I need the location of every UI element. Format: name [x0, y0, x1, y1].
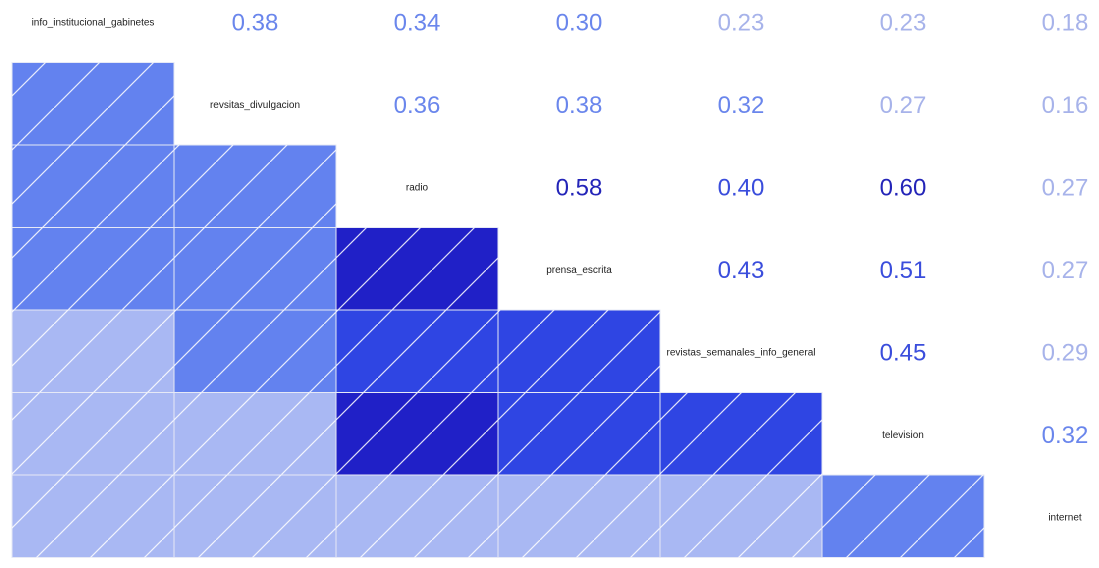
correlation-tile-television-prensa_escrita: [497, 392, 661, 476]
correlation-tile-internet-television: [821, 474, 985, 558]
variable-label-radio: radio: [406, 182, 429, 193]
variable-label-television: television: [882, 430, 924, 441]
correlation-value-prensa_escrita-revistas_semanales_info_general: 0.43: [718, 257, 765, 284]
upper-triangle-values: 0.38 0.34 0.30 0.23 0.23 0.18 0.36 0.38 0.32 0.27…: [232, 9, 1089, 449]
correlation-tile-revistas_semanales_info_general-prensa_escrita: [497, 309, 661, 393]
correlation-value-info_institucional_gabinetes-revsitas_divulgacion: 0.38: [232, 9, 279, 36]
correlation-tile-revsitas_divulgacion-info_institucional_gabinetes: [11, 62, 175, 146]
correlation-value-info_institucional_gabinetes-internet: 0.18: [1042, 9, 1089, 36]
correlation-tile-prensa_escrita-info_institucional_gabinetes: [11, 227, 175, 311]
correlation-tile-radio-info_institucional_gabinetes: [11, 144, 175, 228]
correlation-tile-internet-revsitas_divulgacion: [173, 474, 337, 558]
correlation-value-television-internet: 0.32: [1042, 422, 1089, 449]
correlation-value-info_institucional_gabinetes-television: 0.23: [880, 9, 927, 36]
correlation-tile-revistas_semanales_info_general-radio: [335, 309, 499, 393]
lower-triangle-tiles: [11, 62, 985, 558]
correlation-tile-television-info_institucional_gabinetes: [11, 392, 175, 476]
correlation-tile-revistas_semanales_info_general-info_institucional_gabinetes: [11, 309, 175, 393]
correlation-value-revsitas_divulgacion-prensa_escrita: 0.38: [556, 92, 603, 119]
correlation-value-revsitas_divulgacion-radio: 0.36: [394, 92, 441, 119]
correlation-tile-revistas_semanales_info_general-revsitas_divulgacion: [173, 309, 337, 393]
correlation-value-info_institucional_gabinetes-prensa_escrita: 0.30: [556, 9, 603, 36]
correlation-tile-television-radio: [335, 392, 499, 476]
correlation-value-radio-revistas_semanales_info_general: 0.40: [718, 174, 765, 201]
correlation-tile-television-revistas_semanales_info_general: [659, 392, 823, 476]
correlation-value-revistas_semanales_info_general-internet: 0.29: [1042, 339, 1089, 366]
correlation-value-radio-television: 0.60: [880, 174, 927, 201]
variable-label-internet: internet: [1048, 512, 1082, 523]
variable-label-info_institucional_gabinetes: info_institucional_gabinetes: [32, 17, 155, 28]
correlation-tile-radio-revsitas_divulgacion: [173, 144, 337, 228]
correlation-tile-internet-info_institucional_gabinetes: [11, 474, 175, 558]
correlation-tile-internet-revistas_semanales_info_general: [659, 474, 823, 558]
variable-label-revsitas_divulgacion: revsitas_divulgacion: [210, 100, 300, 111]
correlation-tile-television-revsitas_divulgacion: [173, 392, 337, 476]
correlation-tile-prensa_escrita-radio: [335, 227, 499, 311]
correlation-tile-internet-prensa_escrita: [497, 474, 661, 558]
correlation-value-prensa_escrita-internet: 0.27: [1042, 257, 1089, 284]
variable-label-revistas_semanales_info_general: revistas_semanales_info_general: [667, 347, 816, 358]
correlation-value-radio-prensa_escrita: 0.58: [556, 174, 603, 201]
correlation-value-radio-internet: 0.27: [1042, 174, 1089, 201]
correlation-value-revsitas_divulgacion-revistas_semanales_info_general: 0.32: [718, 92, 765, 119]
correlation-value-prensa_escrita-television: 0.51: [880, 257, 927, 284]
correlation-value-info_institucional_gabinetes-radio: 0.34: [394, 9, 441, 36]
correlation-value-revistas_semanales_info_general-television: 0.45: [880, 339, 927, 366]
correlation-tile-internet-radio: [335, 474, 499, 558]
correlation-value-revsitas_divulgacion-internet: 0.16: [1042, 92, 1089, 119]
correlation-value-info_institucional_gabinetes-revistas_semanales_info_general: 0.23: [718, 9, 765, 36]
correlation-value-revsitas_divulgacion-television: 0.27: [880, 92, 927, 119]
diagonal-labels: info_institucional_gabinetes revsitas_div…: [32, 17, 1082, 523]
correlation-tile-prensa_escrita-revsitas_divulgacion: [173, 227, 337, 311]
variable-label-prensa_escrita: prensa_escrita: [546, 265, 612, 276]
